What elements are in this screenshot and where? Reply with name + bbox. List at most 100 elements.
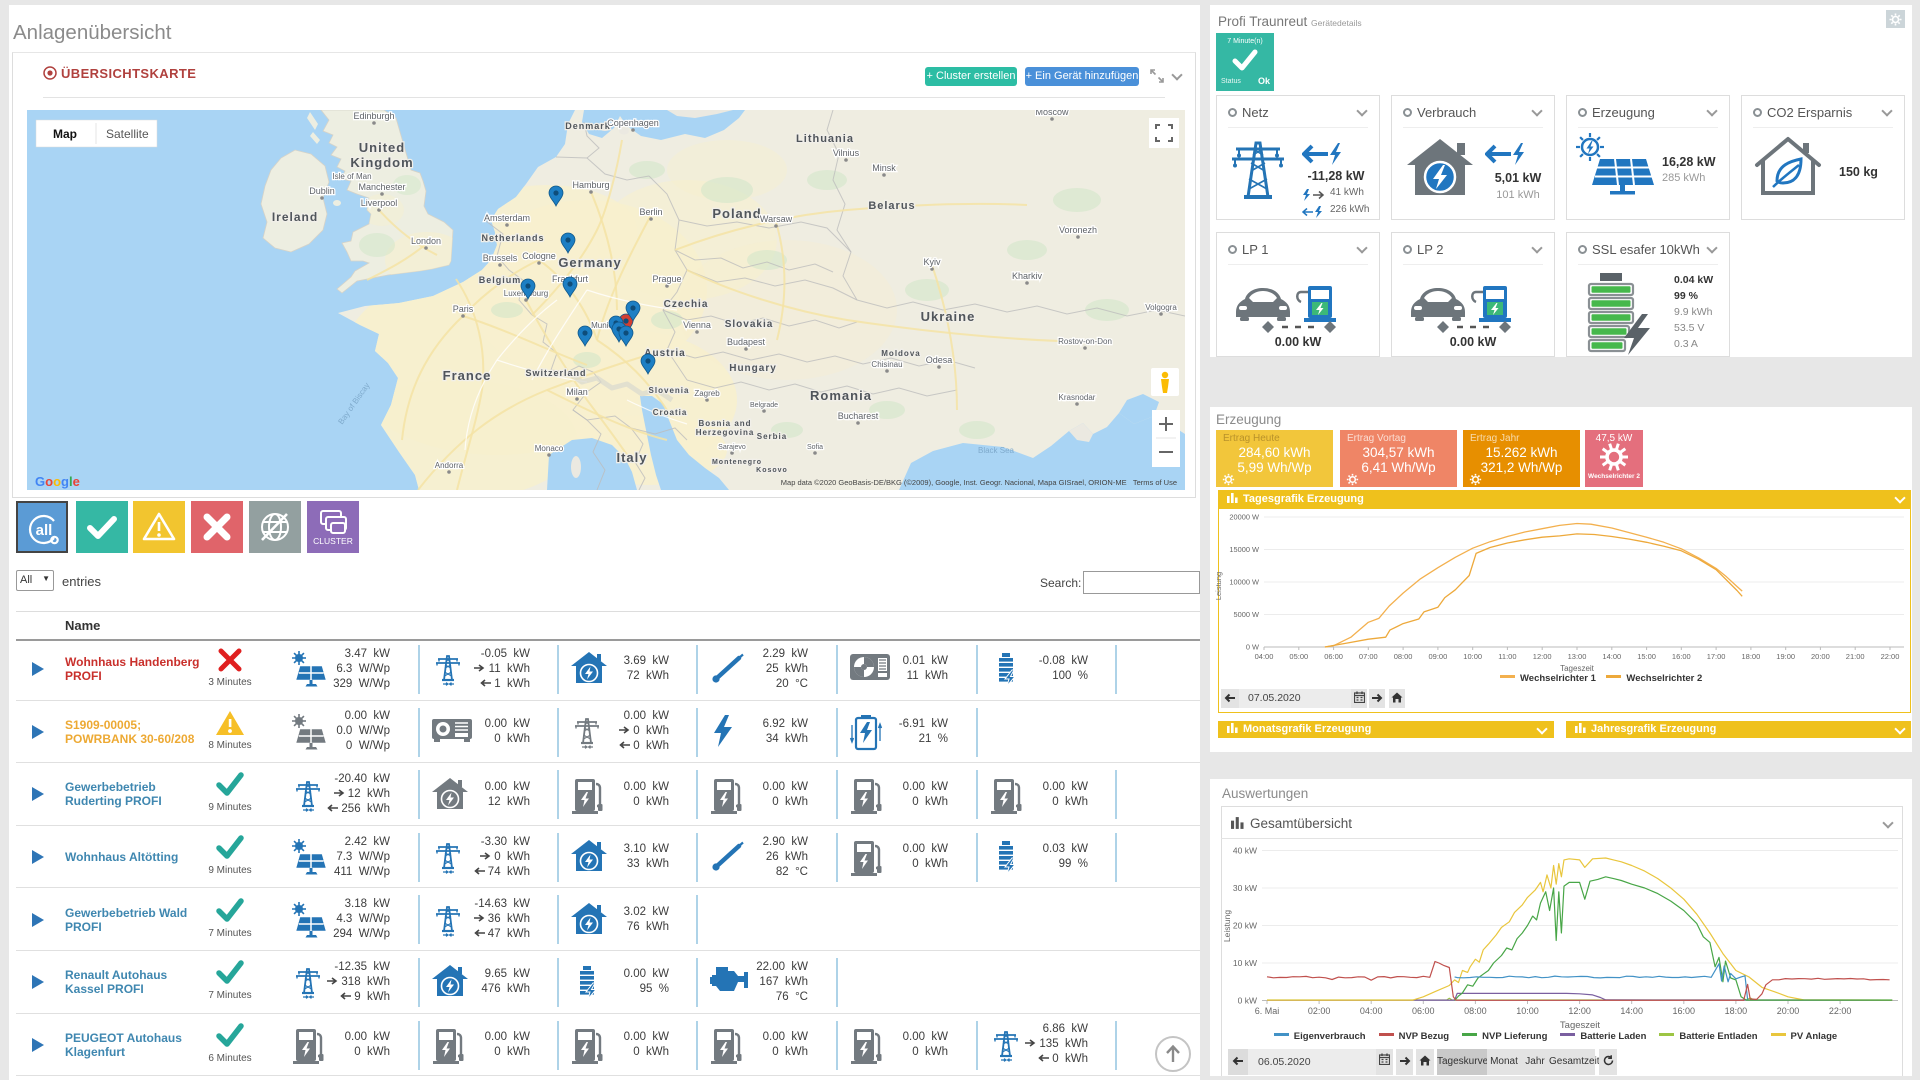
svg-text:Zagreb: Zagreb <box>694 389 720 398</box>
svg-text:Munich: Munich <box>591 321 617 330</box>
svg-text:5000 W: 5000 W <box>1234 610 1259 619</box>
svg-text:Krasnodar: Krasnodar <box>1059 393 1096 402</box>
svg-text:London: London <box>411 236 441 246</box>
svg-text:Chisinau: Chisinau <box>871 360 902 369</box>
svg-text:Warsaw: Warsaw <box>760 214 793 224</box>
svg-text:10:00: 10:00 <box>1516 1006 1539 1016</box>
svg-text:Manchester: Manchester <box>358 182 405 192</box>
svg-text:Switzerland: Switzerland <box>525 368 586 378</box>
svg-text:18:00: 18:00 <box>1725 1006 1748 1016</box>
svg-text:Black Sea: Black Sea <box>978 446 1015 455</box>
svg-text:Liverpool: Liverpool <box>361 198 398 208</box>
svg-text:22:00: 22:00 <box>1829 1006 1852 1016</box>
svg-text:Romania: Romania <box>810 388 872 403</box>
svg-text:Cologne: Cologne <box>522 251 556 261</box>
svg-text:04:00: 04:00 <box>1255 652 1274 661</box>
svg-text:22:00: 22:00 <box>1881 652 1900 661</box>
svg-text:09:00: 09:00 <box>1429 652 1448 661</box>
svg-text:10 kW: 10 kW <box>1233 958 1257 968</box>
svg-text:Tageszeit: Tageszeit <box>1560 1020 1600 1030</box>
svg-text:20000 W: 20000 W <box>1229 513 1259 522</box>
svg-text:Leistung: Leistung <box>1222 910 1232 942</box>
svg-text:15:00: 15:00 <box>1637 652 1656 661</box>
svg-text:Belgium: Belgium <box>479 275 522 285</box>
svg-text:Sofia: Sofia <box>807 444 823 451</box>
svg-text:20:00: 20:00 <box>1777 1006 1800 1016</box>
svg-text:Paris: Paris <box>453 304 474 314</box>
svg-text:Andorra: Andorra <box>435 461 464 470</box>
svg-text:Czechia: Czechia <box>664 299 709 310</box>
svg-text:Monaco: Monaco <box>535 444 564 453</box>
svg-text:Berlin: Berlin <box>639 207 662 217</box>
svg-text:Rostov-on-Don: Rostov-on-Don <box>1058 337 1112 346</box>
svg-text:Odesa: Odesa <box>926 355 953 365</box>
svg-text:Kosovo: Kosovo <box>756 467 788 474</box>
svg-text:Slovenia: Slovenia <box>649 386 690 395</box>
svg-text:Hamburg: Hamburg <box>572 180 609 190</box>
svg-text:Ukraine: Ukraine <box>921 309 976 324</box>
svg-text:Map data ©2020 GeoBasis-DE/BKG: Map data ©2020 GeoBasis-DE/BKG (©2009), … <box>781 478 1177 487</box>
svg-text:Bucharest: Bucharest <box>838 411 879 421</box>
svg-text:14:00: 14:00 <box>1602 652 1621 661</box>
svg-text:United: United <box>359 140 405 155</box>
svg-text:Vienna: Vienna <box>683 320 711 330</box>
svg-text:Italy: Italy <box>616 450 647 465</box>
svg-text:Sarajevo: Sarajevo <box>718 444 746 451</box>
svg-text:France: France <box>443 368 492 383</box>
svg-text:16:00: 16:00 <box>1673 1006 1696 1016</box>
svg-text:20:00: 20:00 <box>1811 652 1830 661</box>
svg-text:14:00: 14:00 <box>1620 1006 1643 1016</box>
svg-text:04:00: 04:00 <box>1360 1006 1383 1016</box>
svg-text:Moscow: Moscow <box>1035 110 1069 117</box>
svg-text:Satellite: Satellite <box>106 127 149 141</box>
svg-text:13:00: 13:00 <box>1568 652 1587 661</box>
svg-text:07:00: 07:00 <box>1359 652 1378 661</box>
svg-text:10000 W: 10000 W <box>1229 578 1259 587</box>
svg-text:Minsk: Minsk <box>872 163 896 173</box>
svg-text:Prague: Prague <box>652 274 681 284</box>
svg-text:05:00: 05:00 <box>1289 652 1308 661</box>
svg-text:Lithuania: Lithuania <box>796 133 854 145</box>
svg-text:Dublin: Dublin <box>309 186 335 196</box>
svg-text:12:00: 12:00 <box>1533 652 1552 661</box>
svg-text:08:00: 08:00 <box>1394 652 1413 661</box>
svg-text:Denmark: Denmark <box>565 121 611 131</box>
svg-text:CLUSTER: CLUSTER <box>313 536 353 546</box>
svg-text:Amsterdam: Amsterdam <box>484 213 530 223</box>
svg-text:Vilnius: Vilnius <box>833 148 860 158</box>
svg-text:Milan: Milan <box>566 387 588 397</box>
svg-text:Netherlands: Netherlands <box>481 233 544 243</box>
svg-text:Belgrade: Belgrade <box>750 402 778 409</box>
svg-text:21:00: 21:00 <box>1846 652 1865 661</box>
svg-text:all: all <box>36 522 53 539</box>
svg-text:6. Mai: 6. Mai <box>1255 1006 1280 1016</box>
svg-text:Ireland: Ireland <box>272 210 318 224</box>
svg-text:40 kW: 40 kW <box>1233 846 1257 856</box>
svg-text:Leistung: Leistung <box>1214 572 1223 600</box>
svg-text:Hungary: Hungary <box>729 363 777 374</box>
svg-text:Budapest: Budapest <box>727 337 766 347</box>
svg-text:Kingdom: Kingdom <box>350 155 413 170</box>
svg-text:Map: Map <box>53 127 77 141</box>
svg-text:Montenegro: Montenegro <box>712 459 762 466</box>
svg-text:12:00: 12:00 <box>1568 1006 1591 1016</box>
svg-text:15000 W: 15000 W <box>1229 545 1259 554</box>
svg-text:Germany: Germany <box>558 255 621 270</box>
svg-text:Poland: Poland <box>712 206 761 221</box>
svg-text:Herzegovina: Herzegovina <box>696 428 755 437</box>
svg-text:Google: Google <box>35 474 80 489</box>
svg-text:Belarus: Belarus <box>868 200 915 212</box>
svg-text:Brussels: Brussels <box>483 253 518 263</box>
svg-text:Serbia: Serbia <box>757 432 787 441</box>
svg-text:18:00: 18:00 <box>1742 652 1761 661</box>
svg-text:17:00: 17:00 <box>1707 652 1726 661</box>
svg-text:16:00: 16:00 <box>1672 652 1691 661</box>
svg-text:10:00: 10:00 <box>1463 652 1482 661</box>
svg-text:Kharkiv: Kharkiv <box>1012 271 1043 281</box>
svg-text:Moldova: Moldova <box>881 349 920 358</box>
svg-text:Edinburgh: Edinburgh <box>353 111 394 121</box>
svg-text:Voronezh: Voronezh <box>1059 225 1097 235</box>
svg-text:06:00: 06:00 <box>1412 1006 1435 1016</box>
svg-text:06:00: 06:00 <box>1324 652 1343 661</box>
svg-text:20 kW: 20 kW <box>1233 921 1257 931</box>
